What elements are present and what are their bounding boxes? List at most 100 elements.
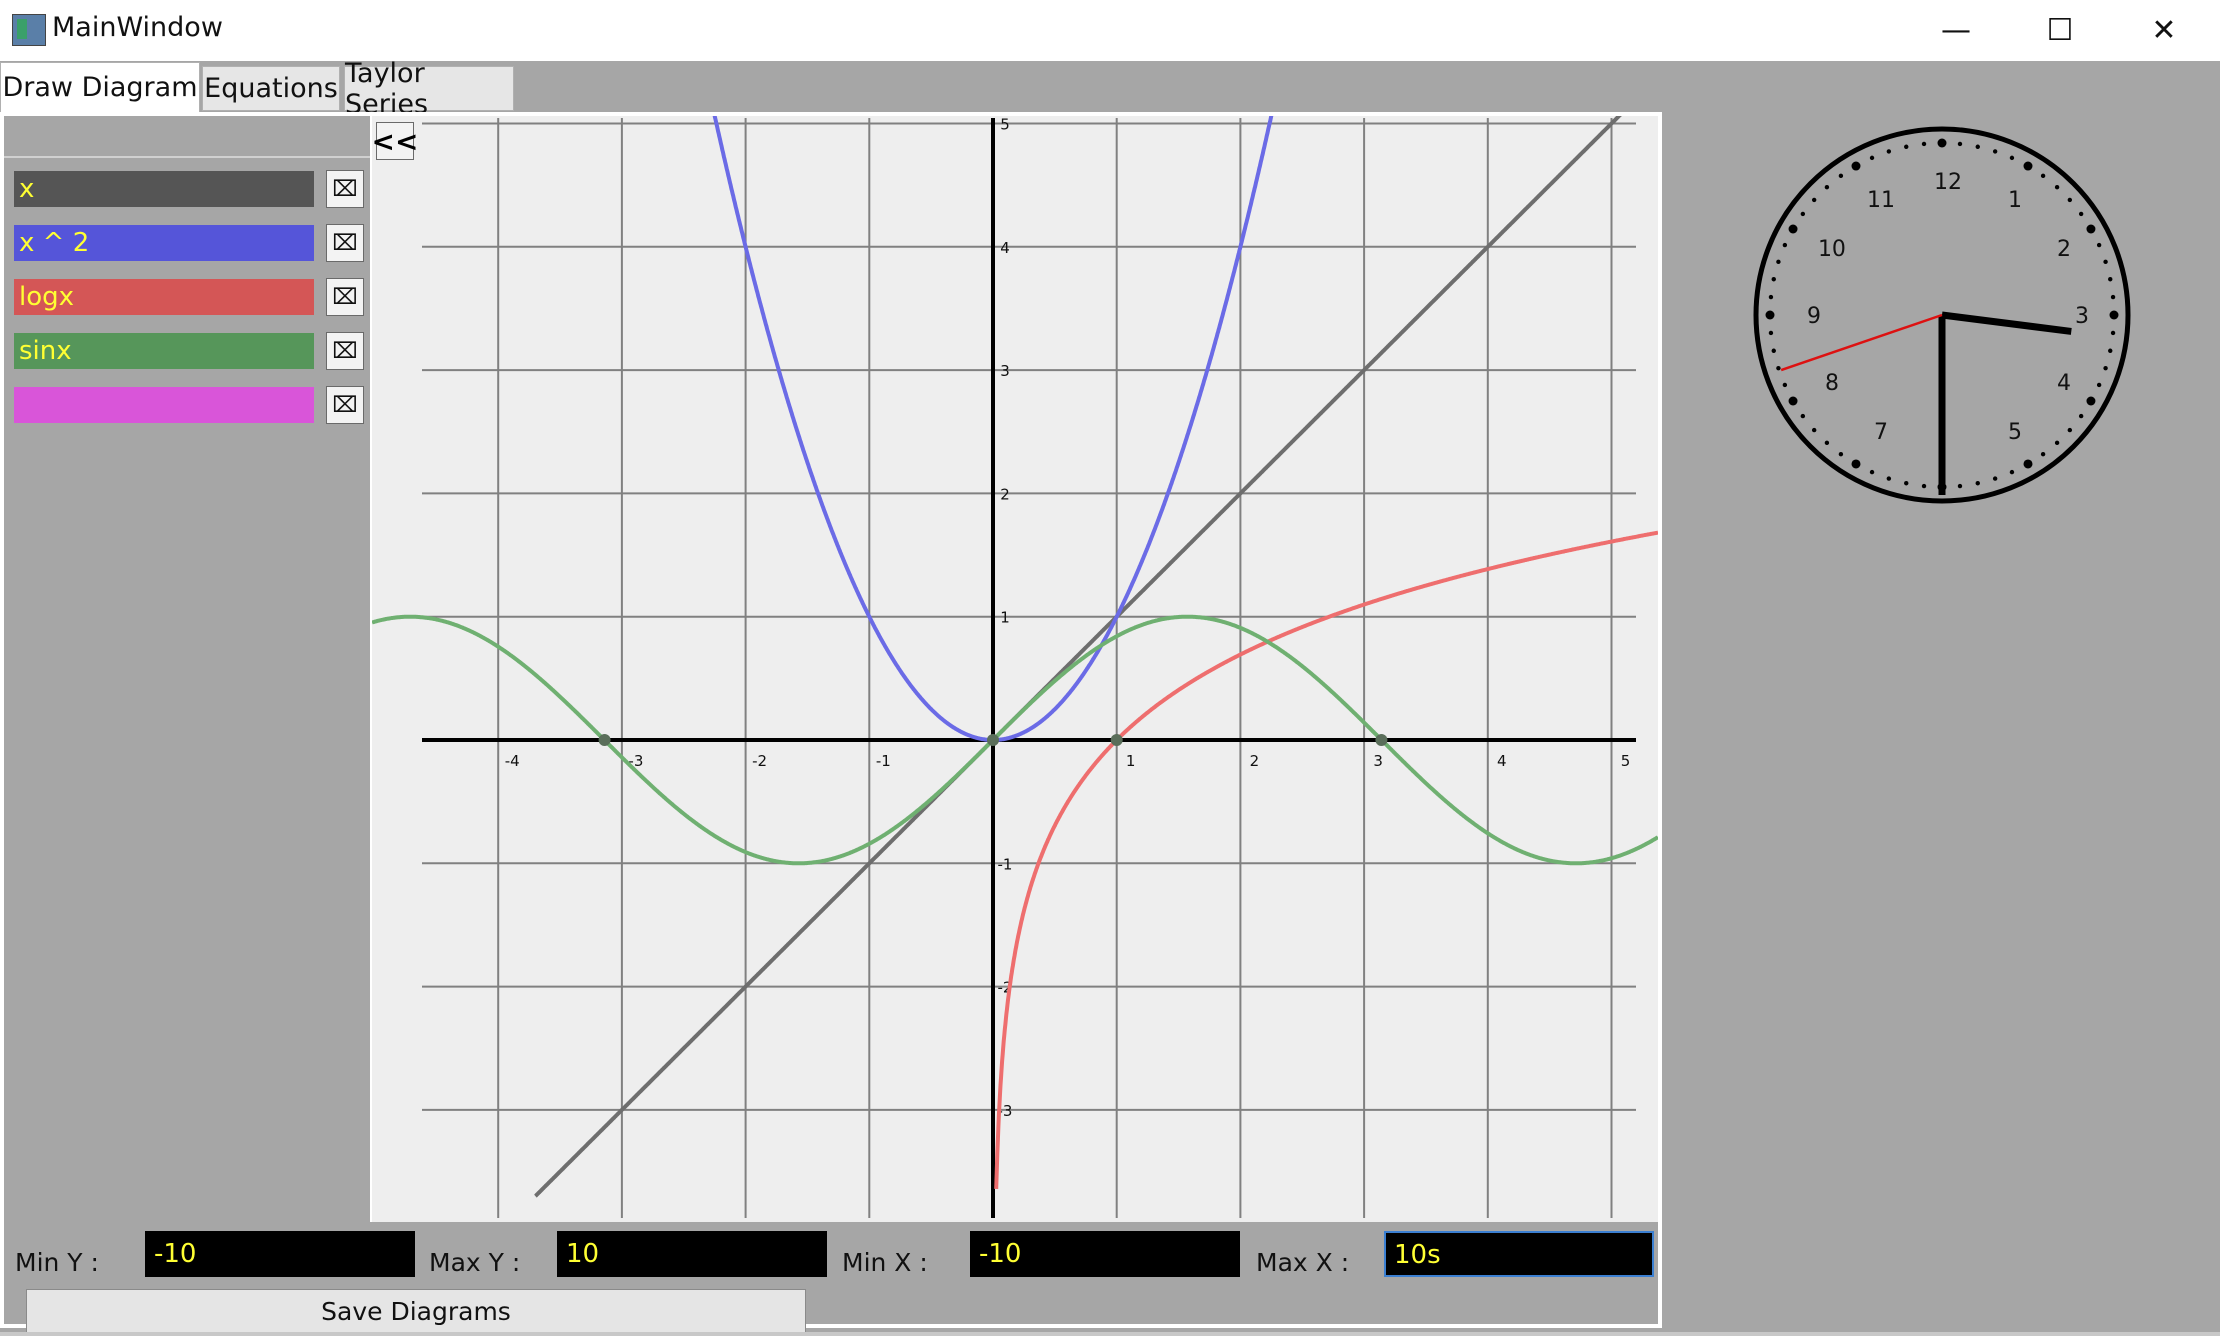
delete-function-3-button[interactable]: ⌧ [326,278,364,316]
function-input-5[interactable] [14,387,314,423]
minute-mark [1800,413,1806,419]
clock-number: 8 [1825,371,1839,396]
minimize-button[interactable]: — [1941,13,1971,48]
hour-mark [2086,224,2096,234]
minute-mark [2009,469,2015,475]
minute-mark [1776,365,1781,371]
root-marker [598,734,611,746]
delete-icon: ⌧ [332,392,358,418]
minute-mark [2040,173,2046,179]
minute-mark [1869,155,1875,161]
hour-mark [1851,459,1861,469]
function-input-2[interactable]: x ^ 2 [14,225,314,261]
function-input-3[interactable]: logx [14,279,314,315]
range-controls: Min Y : -10 Max Y : 10 Min X : -10 Max X… [4,1222,1658,1333]
minute-mark [2067,197,2073,203]
curve-x [534,116,1622,1198]
app-icon [12,14,46,46]
min-x-input[interactable]: -10 [970,1231,1240,1277]
title-bar: MainWindow — ☐ ✕ [0,0,2220,61]
clock-number: 2 [2057,237,2071,262]
minute-mark [2078,413,2084,419]
delete-icon: ⌧ [332,338,358,364]
minute-mark [1975,144,1980,149]
minute-mark [1776,259,1781,265]
clock-rim [1753,126,2131,504]
minute-mark [1771,277,1776,282]
y-tick-label: -1 [998,855,1013,873]
minute-mark [2103,365,2108,371]
function-input-1[interactable]: x [14,171,314,207]
hour-mark [1788,396,1798,406]
delete-function-1-button[interactable]: ⌧ [326,170,364,208]
function-input-4[interactable]: sinx [14,333,314,369]
max-y-label: Max Y : [429,1248,521,1277]
min-y-label: Min Y : [15,1248,99,1277]
collapse-panel-button[interactable]: << [372,122,418,160]
delete-icon: ⌧ [332,230,358,256]
minute-mark [2054,440,2060,446]
hour-mark [2023,459,2033,469]
x-tick-label: 3 [1373,752,1383,770]
clock-number: 1 [2008,188,2022,213]
hour-hand [1941,311,2072,335]
clock-number: 10 [1818,237,1846,262]
root-marker [987,734,999,746]
minute-mark [2108,277,2113,282]
second-hand [1780,313,1943,372]
x-tick-label: -2 [752,752,767,770]
tab-draw-diagram[interactable]: Draw Diagram [0,62,200,112]
graph-canvas[interactable]: << -4 -3 -2 -1 1 2 3 4 5 5 4 3 2 1 -1 -2 -3 [372,116,1658,1222]
minute-mark [2108,348,2113,353]
minute-mark [1768,330,1774,336]
max-x-input[interactable]: 10s [1384,1231,1654,1277]
delete-function-4-button[interactable]: ⌧ [326,332,364,370]
minute-mark [1904,481,1909,486]
minute-mark [1904,144,1909,149]
minute-mark [1838,173,1844,179]
minute-mark [2110,330,2116,336]
clock-number: 11 [1867,188,1895,213]
min-y-input[interactable]: -10 [145,1231,415,1277]
max-x-label: Max X : [1256,1248,1350,1277]
minute-mark [1957,141,1963,147]
clock-number: 9 [1807,304,1821,329]
tab-taylor-series[interactable]: Taylor Series [344,58,514,120]
minute-mark [2096,382,2102,388]
clock-number: 5 [2008,420,2022,445]
close-button[interactable]: ✕ [2151,13,2177,48]
root-marker [1375,734,1388,746]
curve-logx [994,530,1658,1189]
draw-diagram-panel: x ⌧ x ^ 2 ⌧ logx ⌧ sinx ⌧ ⌧ << -4 -3 -2 -1 1… [0,112,1662,1333]
minute-mark [1768,294,1774,300]
minute-mark [1824,184,1830,190]
minute-mark [2067,427,2073,433]
y-tick-label: 1 [1000,609,1010,627]
delete-function-5-button[interactable]: ⌧ [326,386,364,424]
max-y-input[interactable]: 10 [557,1231,827,1277]
minute-mark [1921,141,1927,147]
hour-mark [1937,138,1947,148]
x-tick-label: 1 [1126,752,1136,770]
minute-mark [1782,242,1788,248]
minute-mark [1957,483,1963,489]
minute-mark [1838,451,1844,457]
minute-mark [2009,155,2015,161]
function-list-panel: x ⌧ x ^ 2 ⌧ logx ⌧ sinx ⌧ ⌧ [4,116,370,1222]
tab-equations[interactable]: Equations [202,66,340,111]
maximize-button[interactable]: ☐ [2046,13,2074,48]
window-bottom-border [0,1332,2220,1336]
x-tick-label: -1 [876,752,891,770]
hour-mark [1851,161,1861,171]
minute-mark [1782,382,1788,388]
save-diagrams-button[interactable]: Save Diagrams [26,1289,806,1333]
minute-mark [1992,476,1998,481]
minute-mark [1771,348,1776,353]
minute-mark [2096,242,2102,248]
delete-function-2-button[interactable]: ⌧ [326,224,364,262]
minute-mark [1921,483,1927,489]
x-tick-label: -4 [505,752,520,770]
minute-mark [1824,440,1830,446]
function-list-header [4,116,370,158]
